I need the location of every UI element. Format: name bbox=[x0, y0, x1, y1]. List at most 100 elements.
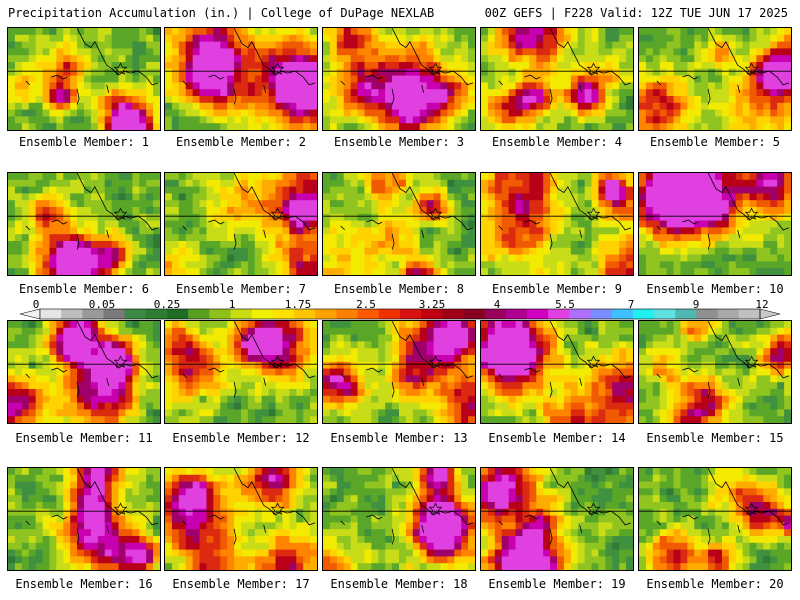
colorbar-swatch bbox=[484, 309, 507, 319]
coastline bbox=[233, 28, 316, 86]
island-outline bbox=[113, 62, 128, 75]
lake-outline bbox=[656, 373, 741, 398]
lake-outline bbox=[682, 219, 699, 225]
lake-outline bbox=[340, 80, 425, 105]
lake-outline bbox=[208, 367, 225, 373]
colorbar-tick-label: 2.5 bbox=[356, 298, 376, 311]
colorbar-swatch bbox=[463, 309, 486, 319]
coastline bbox=[549, 173, 632, 231]
lake-outline bbox=[366, 219, 383, 225]
ensemble-member-map bbox=[638, 27, 792, 131]
lake-outline bbox=[182, 225, 267, 250]
colorbar-swatch bbox=[230, 309, 253, 319]
lake-outline bbox=[524, 219, 541, 225]
lake-outline bbox=[25, 225, 110, 250]
colorbar-swatch bbox=[251, 309, 274, 319]
colorbar-tick-label: 0 bbox=[32, 298, 40, 311]
colorbar-swatch bbox=[696, 309, 719, 319]
coastline bbox=[233, 173, 316, 231]
colorbar-min-arrow bbox=[19, 308, 41, 320]
coastline bbox=[707, 173, 790, 231]
colorbar-swatch bbox=[400, 309, 422, 319]
coastline bbox=[707, 468, 790, 526]
ensemble-member-label: Ensemble Member: 3 bbox=[333, 135, 465, 149]
island-outline bbox=[586, 502, 601, 515]
colorbar-tick-label: 0.05 bbox=[88, 298, 116, 311]
ensemble-member-map bbox=[322, 467, 476, 571]
colorbar-tick-label: 0.25 bbox=[153, 298, 181, 311]
island-outline bbox=[744, 207, 759, 220]
coastline bbox=[76, 468, 159, 526]
ensemble-member-label: Ensemble Member: 7 bbox=[175, 282, 307, 296]
island-outline bbox=[428, 62, 443, 75]
lake-outline bbox=[366, 514, 383, 520]
island-outline bbox=[428, 207, 443, 220]
ensemble-member-label: Ensemble Member: 11 bbox=[15, 431, 153, 445]
ensemble-member-label: Ensemble Member: 2 bbox=[175, 135, 307, 149]
coastline bbox=[549, 321, 632, 379]
colorbar-swatch bbox=[717, 309, 740, 319]
ensemble-member-map bbox=[638, 320, 792, 424]
colorbar-swatch bbox=[442, 309, 464, 319]
colorbar-swatch bbox=[145, 309, 168, 319]
ensemble-member-label: Ensemble Member: 17 bbox=[172, 577, 310, 591]
ensemble-member-map bbox=[638, 172, 792, 276]
ensemble-member-label: Ensemble Member: 5 bbox=[649, 135, 781, 149]
colorbar-swatch bbox=[294, 309, 316, 319]
island-outline bbox=[428, 502, 443, 515]
ensemble-member-map bbox=[164, 320, 318, 424]
ensemble-member-map bbox=[638, 467, 792, 571]
lake-outline bbox=[51, 219, 68, 225]
island-outline bbox=[428, 355, 443, 368]
island-outline bbox=[113, 502, 128, 515]
lake-outline bbox=[524, 74, 541, 80]
ensemble-member-label: Ensemble Member: 16 bbox=[15, 577, 153, 591]
colorbar-swatch bbox=[336, 309, 359, 319]
ensemble-member-map bbox=[164, 467, 318, 571]
lake-outline bbox=[51, 74, 68, 80]
ensemble-member-label: Ensemble Member: 13 bbox=[330, 431, 468, 445]
ensemble-member-map bbox=[7, 172, 161, 276]
coastline bbox=[391, 28, 474, 86]
ensemble-member-label: Ensemble Member: 6 bbox=[18, 282, 150, 296]
lake-outline bbox=[340, 373, 425, 398]
island-outline bbox=[586, 62, 601, 75]
colorbar-swatch bbox=[103, 309, 126, 319]
colorbar-swatch bbox=[61, 309, 83, 319]
lake-outline bbox=[656, 225, 741, 250]
colorbar-outline bbox=[39, 308, 761, 320]
ensemble-member-label: Ensemble Member: 14 bbox=[488, 431, 626, 445]
colorbar-swatch bbox=[315, 309, 337, 319]
colorbar-swatch bbox=[82, 309, 104, 319]
colorbar-tick-label: 7 bbox=[627, 298, 635, 311]
ensemble-member-map bbox=[322, 320, 476, 424]
lake-outline bbox=[208, 514, 225, 520]
colorbar-tick-label: 3.25 bbox=[418, 298, 446, 311]
coastline bbox=[76, 173, 159, 231]
lake-outline bbox=[25, 373, 110, 398]
lake-outline bbox=[498, 80, 583, 105]
ensemble-member-label: Ensemble Member: 1 bbox=[18, 135, 150, 149]
lake-outline bbox=[656, 520, 741, 545]
colorbar-swatch bbox=[632, 309, 655, 319]
ensemble-member-label: Ensemble Member: 12 bbox=[172, 431, 310, 445]
ensemble-member-map bbox=[7, 320, 161, 424]
colorbar-swatch bbox=[548, 309, 570, 319]
colorbar-max-arrow bbox=[759, 308, 781, 320]
map-title: Precipitation Accumulation (in.) | Colle… bbox=[8, 6, 435, 20]
island-outline bbox=[586, 207, 601, 220]
lake-outline bbox=[340, 225, 425, 250]
coastline bbox=[549, 28, 632, 86]
lake-outline bbox=[208, 219, 225, 225]
island-outline bbox=[744, 355, 759, 368]
coastline bbox=[233, 468, 316, 526]
colorbar-swatch bbox=[527, 309, 549, 319]
colorbar-swatch bbox=[590, 309, 613, 319]
colorbar-swatch bbox=[357, 309, 380, 319]
coastline bbox=[707, 28, 790, 86]
colorbar-swatch bbox=[569, 309, 591, 319]
lake-outline bbox=[498, 520, 583, 545]
lake-outline bbox=[366, 74, 383, 80]
colorbar-tick-label: 1.75 bbox=[284, 298, 312, 311]
colorbar-tick-label: 1 bbox=[228, 298, 236, 311]
